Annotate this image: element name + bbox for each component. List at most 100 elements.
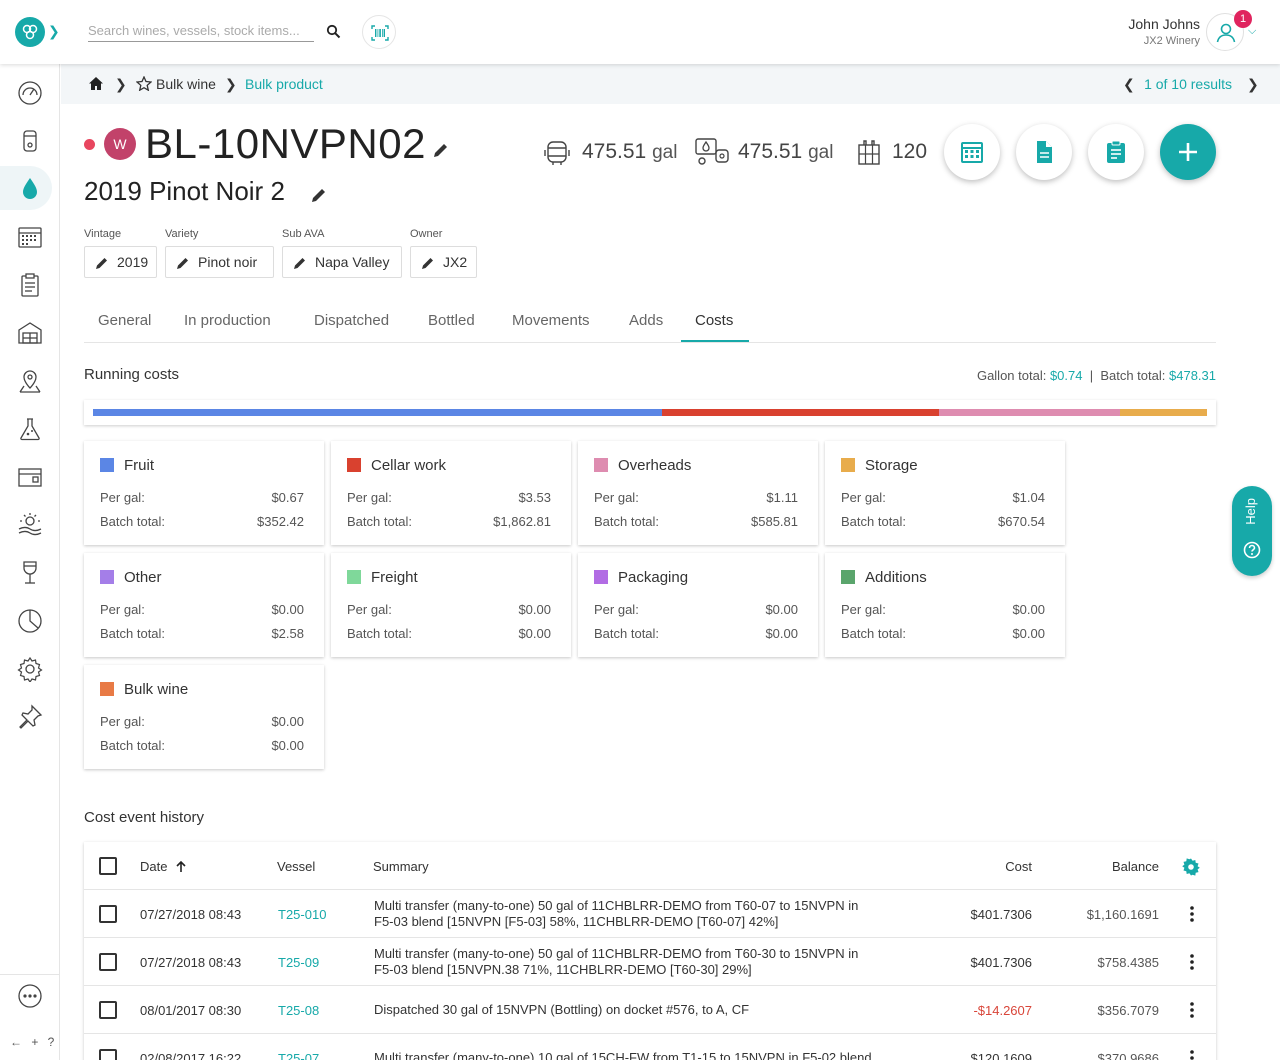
sort-ascending-icon[interactable] [175,860,187,873]
per-gal-value: $0.67 [271,490,304,505]
calendar-button[interactable] [944,124,1000,180]
variety-chip[interactable]: Pinot noir [165,246,274,278]
sidebar-item-harvest[interactable] [0,502,60,546]
sidebar-item-sales[interactable] [0,550,60,594]
row-checkbox[interactable] [99,905,117,923]
sidebar-shortcut-keys[interactable]: ← + ? [10,1035,58,1049]
cost-bar-segment [662,409,939,416]
table-row[interactable]: 08/01/2017 08:30 T25-08 Dispatched 30 gal … [84,986,1216,1034]
user-menu-chevron-icon[interactable]: ⌵ [1248,25,1257,37]
running-costs-title: Running costs [84,366,180,383]
star-icon[interactable] [136,76,152,91]
tab-adds[interactable]: Adds [629,312,664,329]
menu-expand-chevron-icon[interactable]: ❯ [48,23,60,39]
sidebar-item-lab[interactable] [0,406,60,450]
table-row[interactable]: 02/08/2017 16:22 T25-07 Multi transfer (ma… [84,1034,1216,1060]
case-count: 120 [892,140,928,163]
cost-card-additions: Additions Per gal: $0.00 Batch total: $0.00 [825,553,1065,657]
prev-result-icon[interactable]: ❮ [1123,76,1135,92]
tab-bar: General In production Dispatched Bottled… [84,300,1216,343]
batch-total-label: Batch total: [594,514,660,529]
row-menu-kebab-icon[interactable] [1190,906,1194,922]
app-logo[interactable] [15,17,45,47]
pin-icon [19,704,43,729]
sidebar-item-bulk-wine[interactable] [0,166,52,210]
search-input[interactable] [88,23,314,38]
column-summary[interactable]: Summary [373,859,429,874]
sidebar-item-settings[interactable] [0,646,60,690]
row-summary-line: Dispatched 30 gal of 15NVPN (Bottling) o… [374,1002,750,1017]
edit-code-pencil-icon[interactable] [432,141,450,159]
batch-total-value: $0.00 [271,738,304,753]
top-bar: ❯ John Johns JX2 Winery 1 ⌵ [0,0,1280,64]
gallon-total-value: $0.74 [1049,368,1083,383]
row-vessel-link[interactable]: T25-010 [278,907,327,922]
sub-ava-chip[interactable]: Napa Valley [282,246,402,278]
breadcrumb-bulk-product[interactable]: Bulk product [245,76,323,92]
sidebar-item-vineyards[interactable] [0,358,60,402]
home-icon[interactable] [88,76,104,91]
table-settings-gear-icon[interactable] [1182,858,1200,876]
vintage-chip[interactable]: 2019 [84,246,157,278]
table-row[interactable]: 07/27/2018 08:43 T25-09 Multi transfer (ma… [84,938,1216,986]
per-gal-value: $0.00 [1012,602,1045,617]
sidebar-item-stock[interactable] [0,454,60,498]
droplet-icon [23,178,37,199]
row-vessel-link[interactable]: T25-08 [278,1003,320,1018]
row-vessel-link[interactable]: T25-09 [278,955,320,970]
notification-badge[interactable]: 1 [1234,10,1252,28]
sidebar-item-dashboard[interactable] [0,70,60,114]
sidebar-item-calendar[interactable] [0,214,60,258]
column-date[interactable]: Date [140,859,168,874]
table-row[interactable]: 07/27/2018 08:43 T25-010 Multi transfer (m… [84,890,1216,938]
row-checkbox[interactable] [99,1001,117,1019]
row-summary-line: Multi transfer (many-to-one) 50 gal of 1… [374,898,859,913]
owner-value: JX2 [443,254,468,270]
sidebar-item-pinned[interactable] [0,694,60,738]
tab-general[interactable]: General [98,312,152,329]
barcode-scan-button[interactable] [362,15,396,49]
batch-total-label: Batch total: [347,514,413,529]
more-icon[interactable] [17,983,43,1009]
search-icon[interactable] [326,24,341,39]
row-menu-kebab-icon[interactable] [1190,1050,1194,1060]
sidebar-item-vessels[interactable] [0,118,60,162]
cost-bar-segments [93,409,1207,416]
user-name[interactable]: John Johns [1128,16,1200,32]
per-gal-label: Per gal: [594,602,639,617]
column-cost[interactable]: Cost [1005,859,1032,874]
tab-dispatched[interactable]: Dispatched [314,312,390,329]
tab-bottled[interactable]: Bottled [428,312,475,329]
row-vessel-link[interactable]: T25-07 [278,1051,320,1060]
per-gal-label: Per gal: [347,602,392,617]
cost-card-fruit: Fruit Per gal: $0.67 Batch total: $352.42 [84,441,324,545]
row-checkbox[interactable] [99,953,117,971]
pie-chart-icon [18,609,42,633]
owner-chip[interactable]: JX2 [410,246,477,278]
row-menu-kebab-icon[interactable] [1190,954,1194,970]
breadcrumb-bulk-wine[interactable]: Bulk wine [156,76,216,92]
help-button[interactable]: Help [1232,486,1272,576]
tab-movements[interactable]: Movements [512,312,590,329]
column-balance[interactable]: Balance [1112,859,1159,874]
select-all-checkbox[interactable] [99,857,117,875]
tab-costs[interactable]: Costs [695,312,734,329]
work-order-button[interactable] [1088,124,1144,180]
volume-value: 475.51 [582,140,647,163]
sidebar-item-warehouse[interactable] [0,310,60,354]
next-result-icon[interactable]: ❯ [1247,76,1259,92]
sidebar-item-reports[interactable] [0,598,60,642]
vessel-volume-icon [695,138,729,165]
pencil-icon [177,258,188,269]
add-button[interactable] [1160,124,1216,180]
row-checkbox[interactable] [99,1049,117,1060]
column-vessel[interactable]: Vessel [277,859,316,874]
sidebar-item-work-orders[interactable] [0,262,60,306]
edit-name-pencil-icon[interactable] [310,186,328,204]
document-button[interactable] [1016,124,1072,180]
tab-in-production[interactable]: In production [184,312,271,329]
category-swatch [100,458,114,472]
row-menu-kebab-icon[interactable] [1190,1002,1194,1018]
sidebar: ← + ? [0,64,60,1060]
pencil-icon [294,258,305,269]
